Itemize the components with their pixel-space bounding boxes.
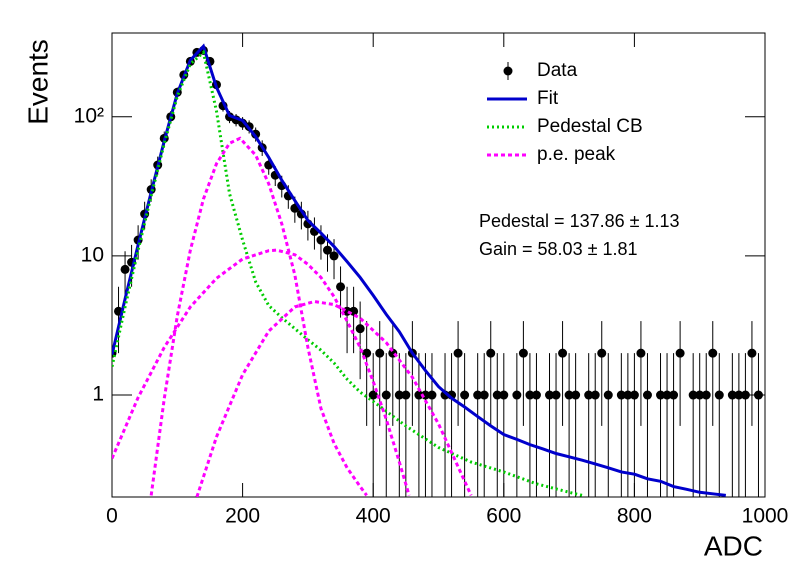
data-point — [492, 390, 502, 400]
x-tick-label: 1000 — [742, 505, 789, 528]
x-tick-label: 200 — [225, 505, 260, 528]
legend-label: p.e. peak — [537, 144, 616, 165]
data-point — [636, 348, 646, 358]
y-tick-label: 10² — [74, 104, 104, 127]
legend-label: Pedestal CB — [537, 116, 643, 137]
data-point — [656, 390, 666, 400]
data-point — [688, 390, 698, 400]
plot-frame — [111, 32, 766, 498]
data-point — [499, 390, 509, 400]
data-point — [473, 390, 483, 400]
data-point — [551, 390, 561, 400]
plot-area — [112, 43, 763, 497]
data-point — [453, 348, 463, 358]
x-tick-label: 0 — [106, 505, 118, 528]
data-point — [316, 235, 326, 245]
data-point — [525, 390, 535, 400]
data-point — [642, 390, 652, 400]
data-point — [375, 348, 385, 358]
fit-curve — [195, 299, 473, 497]
fit-curve — [149, 136, 368, 497]
data-point — [531, 390, 541, 400]
y-tick-label: 10 — [81, 243, 104, 266]
data-point — [571, 390, 581, 400]
y-axis-label: Events — [22, 39, 53, 125]
data-point — [479, 390, 489, 400]
data-point — [355, 324, 365, 334]
data-point — [727, 390, 737, 400]
fit-curve — [112, 43, 726, 497]
data-point — [623, 390, 633, 400]
data-point — [675, 348, 685, 358]
data-point — [747, 348, 757, 358]
data-point — [603, 390, 613, 400]
data-point — [394, 390, 404, 400]
data-point — [708, 348, 718, 358]
fit-parameter: Pedestal = 137.86 ± 1.13 — [479, 211, 680, 231]
data-point — [518, 348, 528, 358]
data-point — [120, 264, 130, 274]
data-point — [584, 390, 594, 400]
x-axis-label: ADC — [704, 530, 763, 561]
data-point — [629, 390, 639, 400]
data-point — [336, 282, 346, 292]
legend-label: Data — [537, 60, 578, 81]
data-point — [701, 390, 711, 400]
data-point — [564, 390, 574, 400]
legend-label: Fit — [537, 88, 559, 109]
data-point — [381, 390, 391, 400]
data-point — [734, 390, 744, 400]
data-point — [714, 390, 724, 400]
data-point — [427, 390, 437, 400]
data-point — [695, 390, 705, 400]
data-point — [368, 390, 378, 400]
x-tick-label: 400 — [356, 505, 391, 528]
data-point — [590, 390, 600, 400]
data-point — [558, 348, 568, 358]
data-point — [401, 390, 411, 400]
data-point — [414, 390, 424, 400]
fit-parameter: Gain = 58.03 ± 1.81 — [479, 239, 638, 259]
x-tick-label: 600 — [486, 505, 521, 528]
data-point — [512, 390, 522, 400]
data-point — [545, 390, 555, 400]
data-point — [322, 245, 332, 255]
data-point — [486, 348, 496, 358]
data-point — [460, 390, 470, 400]
y-tick-label: 1 — [92, 383, 104, 406]
data-point — [616, 390, 626, 400]
fit-curve — [112, 248, 411, 496]
data-point — [669, 390, 679, 400]
data-point — [329, 251, 339, 261]
x-tick-label: 800 — [617, 505, 652, 528]
data-point — [662, 390, 672, 400]
data-point — [597, 348, 607, 358]
legend-marker — [503, 66, 513, 76]
